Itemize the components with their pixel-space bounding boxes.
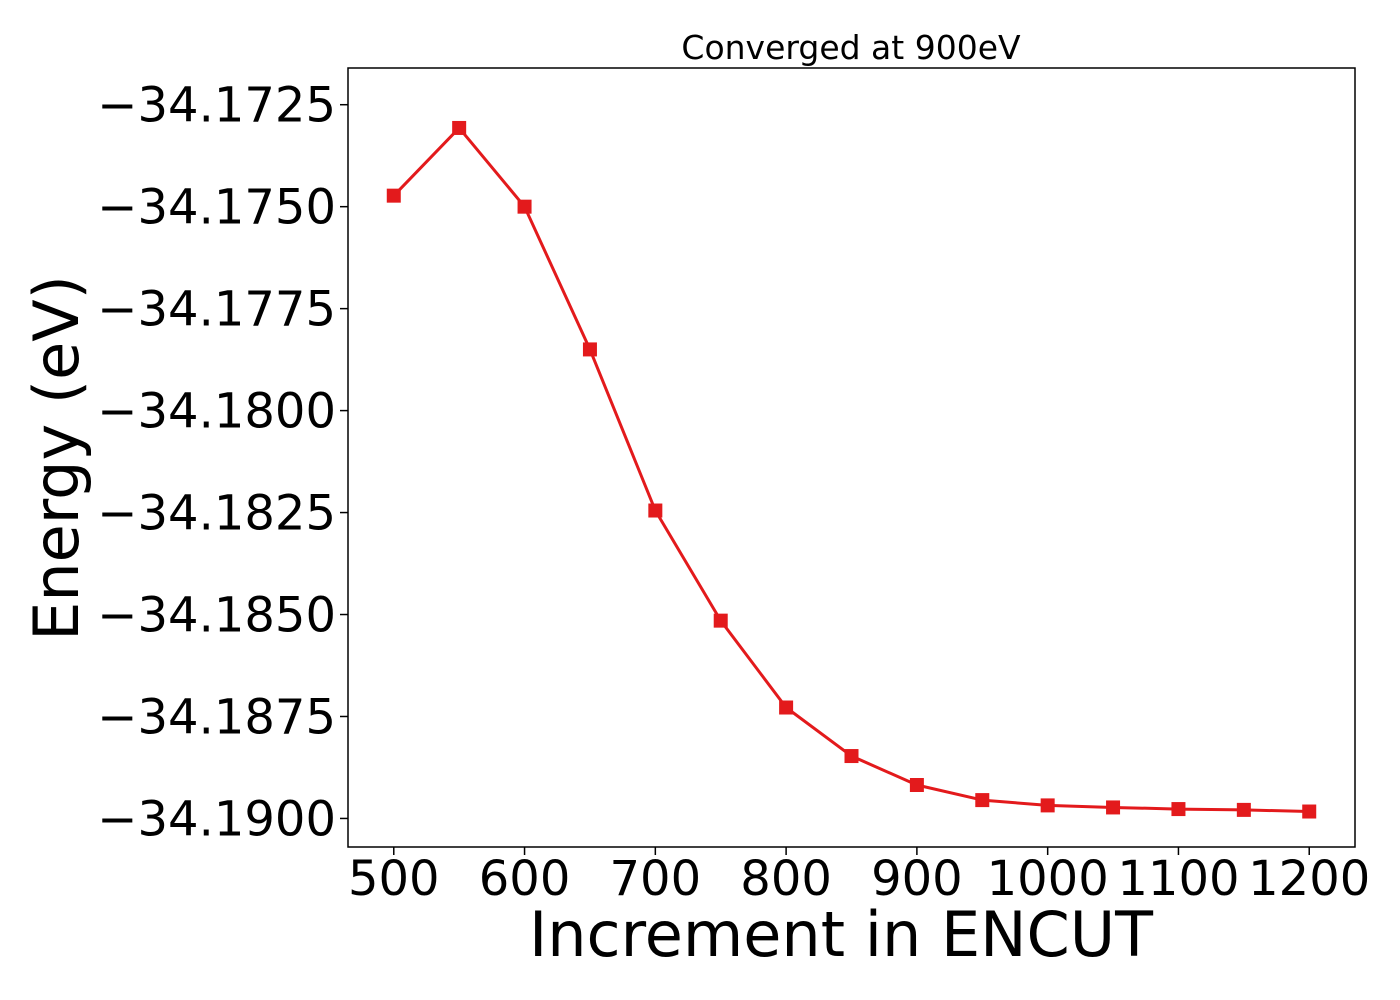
data-point-marker — [1171, 802, 1186, 817]
chart-title: Converged at 900eV — [681, 28, 1021, 67]
plot-frame — [347, 67, 1356, 848]
data-point-marker — [386, 188, 401, 203]
data-point-marker — [517, 199, 532, 214]
data-point-marker — [1106, 800, 1121, 815]
data-point-marker — [1302, 804, 1317, 819]
series-layer — [386, 120, 1317, 819]
data-point-marker — [1040, 798, 1055, 813]
data-point-marker — [1236, 802, 1251, 817]
x-axis-label: Increment in ENCUT — [529, 898, 1154, 971]
y-tick-label: −34.1725 — [97, 78, 336, 134]
data-point-marker — [452, 120, 467, 135]
data-point-marker — [648, 503, 663, 518]
y-tick-label: −34.1775 — [97, 282, 336, 338]
x-tick-label: 500 — [348, 851, 440, 907]
x-tick-label: 1200 — [1248, 851, 1370, 907]
x-tick-label: 1100 — [1117, 851, 1239, 907]
x-tick-label: 800 — [740, 851, 832, 907]
data-point-marker — [582, 342, 597, 357]
y-tick-label: −34.1750 — [97, 180, 336, 236]
y-tick-label: −34.1800 — [97, 384, 336, 440]
y-axis-ticks: −34.1725 −34.1750 −34.1775 −34.1800 −34.1825… — [97, 78, 348, 847]
data-point-marker — [779, 700, 794, 715]
y-tick-label: −34.1900 — [97, 791, 336, 847]
x-tick-label: 700 — [610, 851, 702, 907]
x-axis-ticks: 500 600 700 800 900 1000 1100 1200 — [348, 847, 1370, 907]
y-tick-label: −34.1825 — [97, 486, 336, 542]
x-tick-label: 1000 — [987, 851, 1109, 907]
data-point-marker — [975, 793, 990, 808]
y-tick-label: −34.1875 — [97, 689, 336, 745]
x-tick-label: 900 — [871, 851, 963, 907]
y-axis-label: Energy (eV) — [20, 275, 93, 641]
data-point-marker — [909, 778, 924, 793]
x-tick-label: 600 — [479, 851, 571, 907]
data-point-marker — [844, 749, 859, 764]
y-tick-label: −34.1850 — [97, 588, 336, 644]
data-point-marker — [713, 613, 728, 628]
